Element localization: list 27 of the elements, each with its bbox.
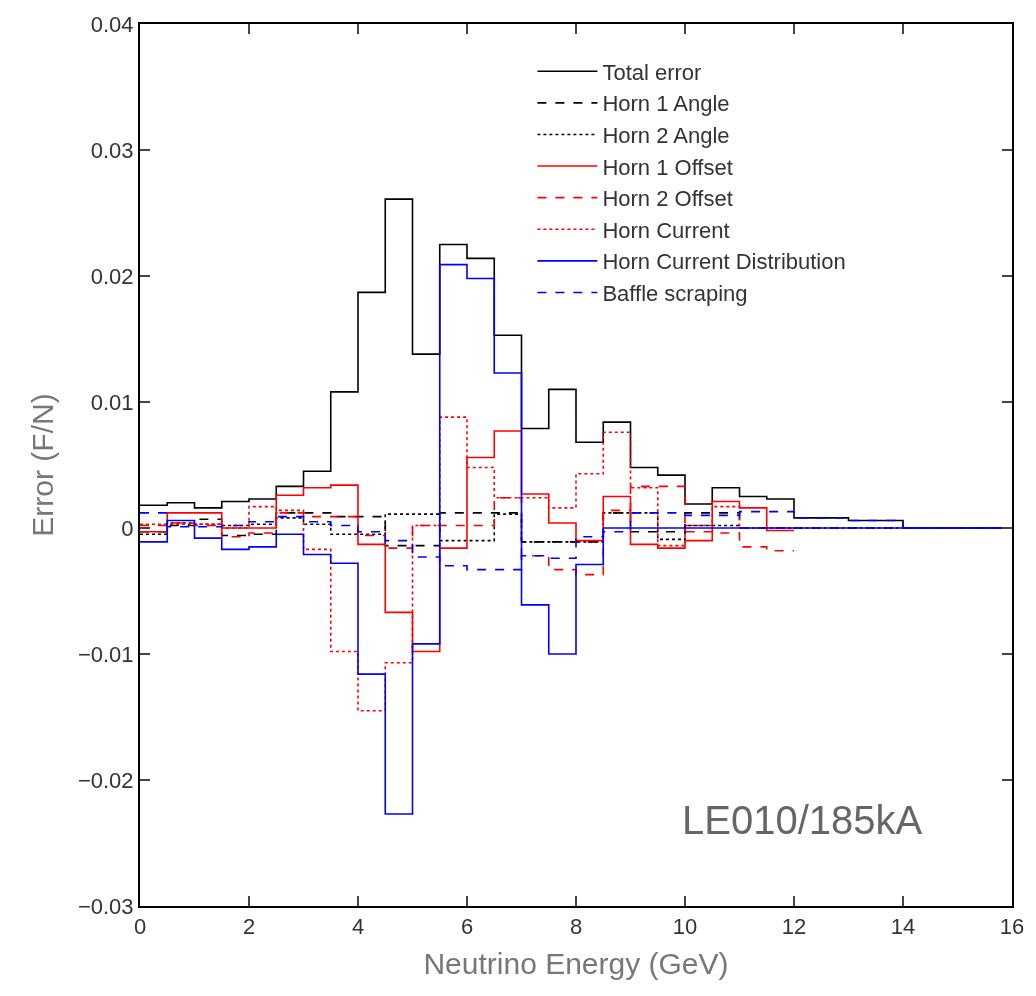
- x-tick-label: 12: [781, 914, 807, 940]
- x-tick-label: 16: [999, 914, 1025, 940]
- y-tick-label: −0.01: [77, 641, 134, 667]
- legend-label: Horn 1 Angle: [602, 91, 730, 117]
- y-axis-title: Error (F/N): [26, 393, 60, 537]
- legend-label: Total error: [602, 59, 702, 85]
- legend-label: Horn 2 Angle: [602, 123, 730, 149]
- legend-label: Horn Current Distribution: [602, 249, 846, 275]
- y-tick-label: −0.02: [77, 767, 134, 793]
- x-tick-label: 8: [569, 914, 583, 940]
- y-tick-label: 0: [121, 515, 134, 541]
- y-tick-label: 0.04: [90, 11, 134, 37]
- legend-label: Horn 2 Offset: [602, 186, 733, 212]
- legend-label: Horn Current: [602, 217, 730, 243]
- legend-label: Baffle scraping: [602, 281, 748, 307]
- y-tick-label: 0.01: [90, 389, 134, 415]
- y-tick-label: 0.02: [90, 263, 134, 289]
- x-tick-label: 14: [890, 914, 916, 940]
- annotation: LE010/185kA: [682, 798, 923, 842]
- x-tick-label: 4: [351, 914, 365, 940]
- y-tick-label: −0.03: [77, 893, 134, 919]
- x-tick-label: 2: [242, 914, 256, 940]
- y-tick-label: 0.03: [90, 137, 134, 163]
- x-tick-label: 6: [460, 914, 474, 940]
- x-tick-label: 10: [672, 914, 698, 940]
- x-axis-title: Neutrino Energy (GeV): [423, 947, 729, 981]
- legend-label: Horn 1 Offset: [602, 154, 733, 180]
